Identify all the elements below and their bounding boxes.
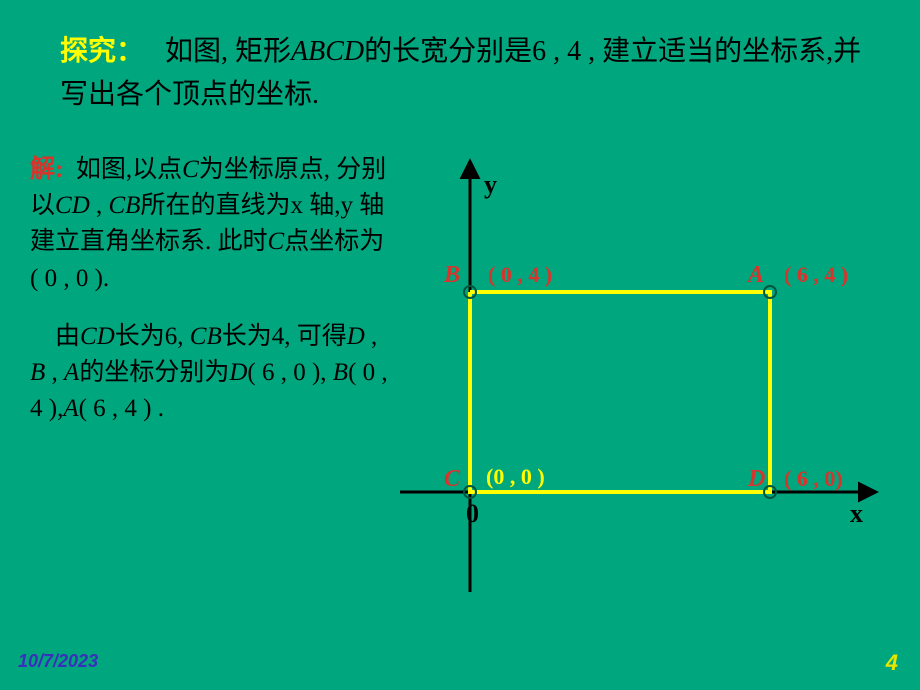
- body-row: 解: 如图,以点C为坐标原点, 分别以CD , CB所在的直线为x 轴,y 轴建…: [30, 152, 890, 612]
- svg-text:( 6 , 0): ( 6 , 0): [784, 466, 843, 491]
- svg-text:( 6 , 4 ): ( 6 , 4 ): [784, 262, 848, 287]
- svg-text:( 0 , 4 ): ( 0 , 4 ): [488, 262, 552, 287]
- svg-text:0: 0: [466, 499, 479, 528]
- footer-date: 10/7/2023: [18, 651, 98, 672]
- solution-label: 解:: [30, 156, 63, 183]
- svg-text:y: y: [484, 170, 497, 199]
- solution-text: 解: 如图,以点C为坐标原点, 分别以CD , CB所在的直线为x 轴,y 轴建…: [30, 152, 390, 612]
- svg-text:D: D: [747, 466, 765, 492]
- svg-text:B: B: [443, 262, 460, 288]
- chart-svg: x y 0 B ( 0 , 4 ) A ( 6 , 4 ) C (0 , 0 ) D ( 6 , 0…: [390, 152, 920, 612]
- problem-label: 探究：: [60, 36, 144, 67]
- footer-page: 4: [886, 650, 898, 676]
- svg-text:(0 , 0 ): (0 , 0 ): [486, 464, 545, 489]
- slide: 探究： 如图, 矩形ABCD的长宽分别是6 , 4 , 建立适当的坐标系,并写出…: [0, 0, 920, 690]
- svg-text:x: x: [850, 499, 863, 528]
- problem-abcd: ABCD: [291, 36, 364, 67]
- solution-para1: 解: 如图,以点C为坐标原点, 分别以CD , CB所在的直线为x 轴,y 轴建…: [30, 152, 390, 297]
- problem-part1: 如图, 矩形: [165, 36, 291, 67]
- coordinate-chart: x y 0 B ( 0 , 4 ) A ( 6 , 4 ) C (0 , 0 ) D ( 6 , 0…: [390, 152, 890, 612]
- problem-text: 探究： 如图, 矩形ABCD的长宽分别是6 , 4 , 建立适当的坐标系,并写出…: [30, 30, 890, 117]
- svg-text:A: A: [746, 262, 764, 288]
- svg-text:C: C: [444, 466, 461, 492]
- solution-para2: 由CD长为6, CB长为4, 可得D , B , A的坐标分别为D( 6 , 0…: [30, 319, 390, 428]
